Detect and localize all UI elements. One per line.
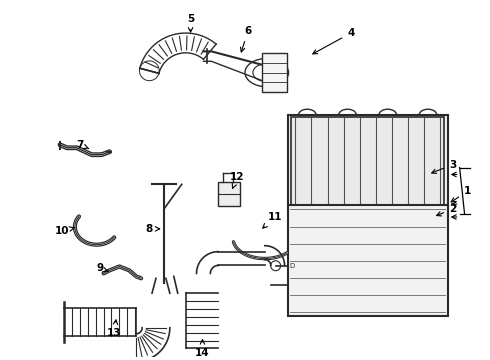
Bar [288,115,448,316]
Bar [292,117,444,206]
Text: 8: 8 [146,224,160,234]
Text: 11: 11 [263,212,282,228]
Text: 13: 13 [107,320,122,338]
Bar [218,183,240,206]
Text: 12: 12 [230,172,245,188]
Bar [262,53,287,93]
Text: 14: 14 [195,340,210,357]
Text: 4: 4 [313,28,355,54]
Text: 6: 6 [241,26,251,52]
Text: 7: 7 [76,140,89,150]
Text: 3: 3 [432,159,456,174]
Text: 5: 5 [187,14,194,32]
Text: 10: 10 [55,226,75,236]
Text: 1: 1 [451,186,471,202]
Text: D: D [290,263,295,269]
Text: 9: 9 [96,264,109,274]
Text: 2: 2 [437,204,456,216]
